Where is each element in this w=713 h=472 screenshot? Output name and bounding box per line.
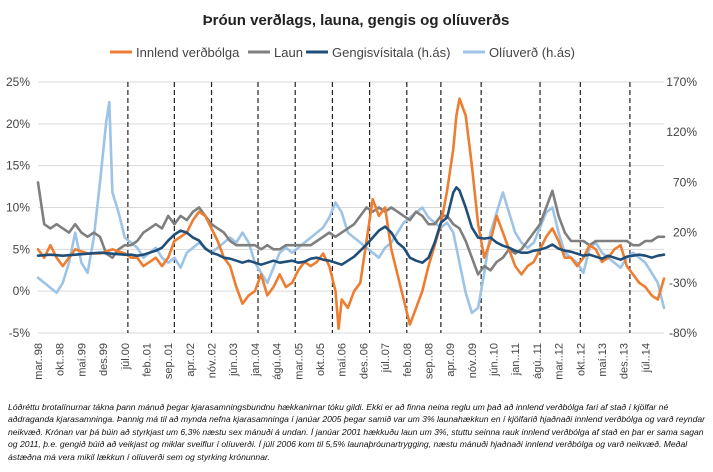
legend-label: Laun [274, 45, 303, 60]
x-tick-label: ágú..11 [532, 343, 544, 379]
x-tick-label: okt..05 [315, 343, 327, 376]
x-tick-label: ágú..04 [272, 343, 284, 380]
chart: Þróun verðlags, launa, gengis og olíuver… [6, 12, 697, 380]
left-tick-label: 0% [13, 284, 31, 298]
legend-label: Olíuverð (h.ás) [489, 45, 575, 60]
x-tick-label: jan..04 [250, 343, 262, 377]
series-line-0 [36, 97, 666, 331]
right-tick-label: -30% [669, 276, 697, 290]
right-axis: -80% -30% 20% 70% 120% 170% [666, 75, 697, 340]
left-tick-label: 5% [13, 242, 31, 256]
legend: Innlend verðbólga Laun Gengisvísitala (h.á… [110, 45, 575, 60]
x-tick-label: des.99 [98, 343, 110, 376]
left-tick-label: 20% [6, 117, 30, 131]
x-tick-label: mar..12 [554, 343, 566, 380]
x-tick-label: nóv..09 [467, 343, 479, 378]
left-tick-label: 25% [6, 75, 30, 89]
x-tick-label: sep..08 [423, 343, 435, 379]
x-tick-label: júl..07 [380, 343, 392, 373]
x-tick-label: des..06 [358, 343, 370, 379]
series-line-3 [36, 100, 666, 315]
series-group [36, 97, 666, 331]
x-tick-label: maí.99 [76, 343, 88, 377]
right-tick-label: 20% [673, 226, 697, 240]
x-tick-label: feb..08 [402, 343, 414, 377]
legend-label: Gengisvísitala (h.ás) [332, 45, 451, 60]
x-tick-label: nóv..02 [207, 343, 219, 378]
x-tick-label: júl.00 [120, 343, 132, 370]
x-tick-label: feb..01 [141, 343, 153, 377]
right-tick-label: 70% [673, 175, 697, 189]
legend-label: Innlend verðbólga [136, 45, 240, 60]
x-tick-label: jún..03 [228, 343, 240, 377]
left-axis: -5% 0% 5% 10% 15% 20% 25% [6, 75, 30, 340]
x-tick-label: jún..10 [489, 343, 501, 377]
x-tick-label: okt..12 [575, 343, 587, 376]
x-tick-label: des..13 [619, 343, 631, 379]
left-tick-label: 15% [6, 159, 30, 173]
x-tick-label: okt..98 [55, 343, 67, 376]
x-tick-label: maí.06 [337, 343, 349, 377]
x-tick-label: sep..01 [163, 343, 175, 379]
x-tick-label: mar..98 [33, 343, 45, 380]
series-line-1 [36, 181, 666, 276]
x-axis: mar..98 okt..98 maí.99 des.99 júl.00 feb..01 s… [33, 343, 652, 380]
x-tick-label: jan..11 [510, 343, 522, 376]
footnote: Lóðréttu brotalínurnar tákna þann mánuð … [8, 402, 706, 462]
x-tick-label: júl..14 [640, 343, 652, 373]
x-tick-label: apr..09 [445, 343, 457, 377]
right-tick-label: 170% [666, 75, 697, 89]
series-line-2 [36, 186, 666, 266]
right-tick-label: 120% [666, 125, 697, 139]
right-tick-label: -80% [669, 326, 697, 340]
left-tick-label: 10% [6, 201, 30, 215]
x-tick-label: maí.13 [597, 343, 609, 377]
x-tick-label: apr..02 [185, 343, 197, 377]
chart-title: Þróun verðlags, launa, gengis og olíuver… [203, 12, 510, 29]
left-tick-label: -5% [9, 326, 31, 340]
x-tick-label: mar..05 [293, 343, 305, 380]
grid [38, 81, 664, 334]
